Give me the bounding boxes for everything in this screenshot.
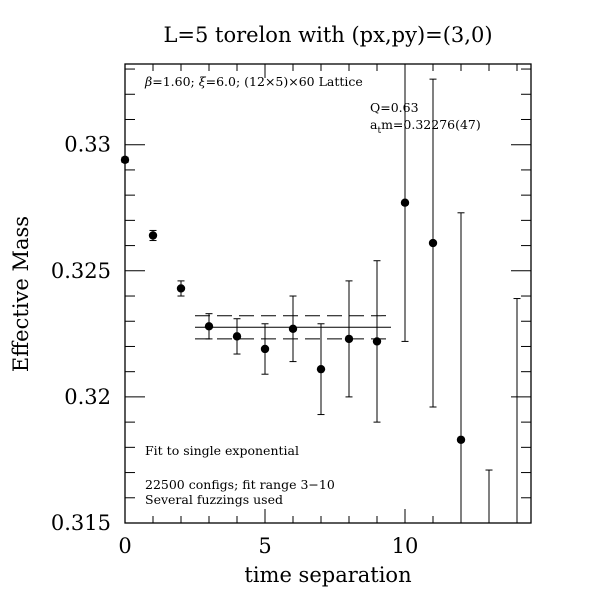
lattice-annotation-part: =1.60; (152, 74, 199, 89)
atm-prefix: a (370, 117, 378, 132)
data-point (204, 322, 214, 331)
x-tick-label: 0 (118, 534, 131, 558)
data-point (344, 334, 354, 344)
data-point (456, 435, 466, 444)
data-point (148, 231, 158, 240)
x-tick-label: 10 (392, 534, 419, 558)
data-point (176, 284, 186, 293)
lattice-annotation: β=1.60; ξ=6.0; (12×5)×60 Lattice (144, 74, 363, 89)
q-annotation: Q=0.63 (370, 100, 419, 115)
atm-subscript: t (377, 126, 381, 136)
lattice-annotation-part: =6.0; (12×5)×60 Lattice (206, 74, 363, 89)
axis-ticks: 0 5 10 0.315 0.32 0.325 0.33 (51, 64, 531, 558)
y-tick-label: 0.325 (51, 259, 111, 283)
y-axis-title: Effective Mass (9, 216, 33, 372)
annotations: β=1.60; ξ=6.0; (12×5)×60 Lattice Q=0.63 … (144, 74, 481, 507)
data-point (372, 337, 382, 346)
y-tick-label: 0.32 (64, 385, 111, 409)
x-tick-label: 5 (258, 534, 271, 558)
beta-symbol: β (144, 74, 152, 89)
plot-frame (124, 63, 532, 524)
data-point (260, 344, 270, 354)
y-tick-label: 0.315 (51, 511, 111, 535)
data-point (316, 364, 326, 374)
atm-annotation: atm=0.32276(47) (370, 117, 481, 136)
atm-suffix: m=0.32276(47) (381, 117, 481, 132)
x-axis-title: time separation (244, 563, 411, 587)
xi-symbol: ξ (199, 74, 207, 89)
data-point (288, 324, 298, 334)
data-point (232, 332, 242, 341)
data-point (400, 198, 410, 207)
fuzzings-annotation: Several fuzzings used (145, 492, 283, 507)
configs-annotation: 22500 configs; fit range 3−10 (145, 477, 335, 492)
y-tick-label: 0.33 (64, 133, 111, 157)
fit-description: Fit to single exponential (145, 443, 299, 458)
chart-title: L=5 torelon with (px,py)=(3,0) (163, 23, 492, 47)
data-point (428, 238, 438, 248)
